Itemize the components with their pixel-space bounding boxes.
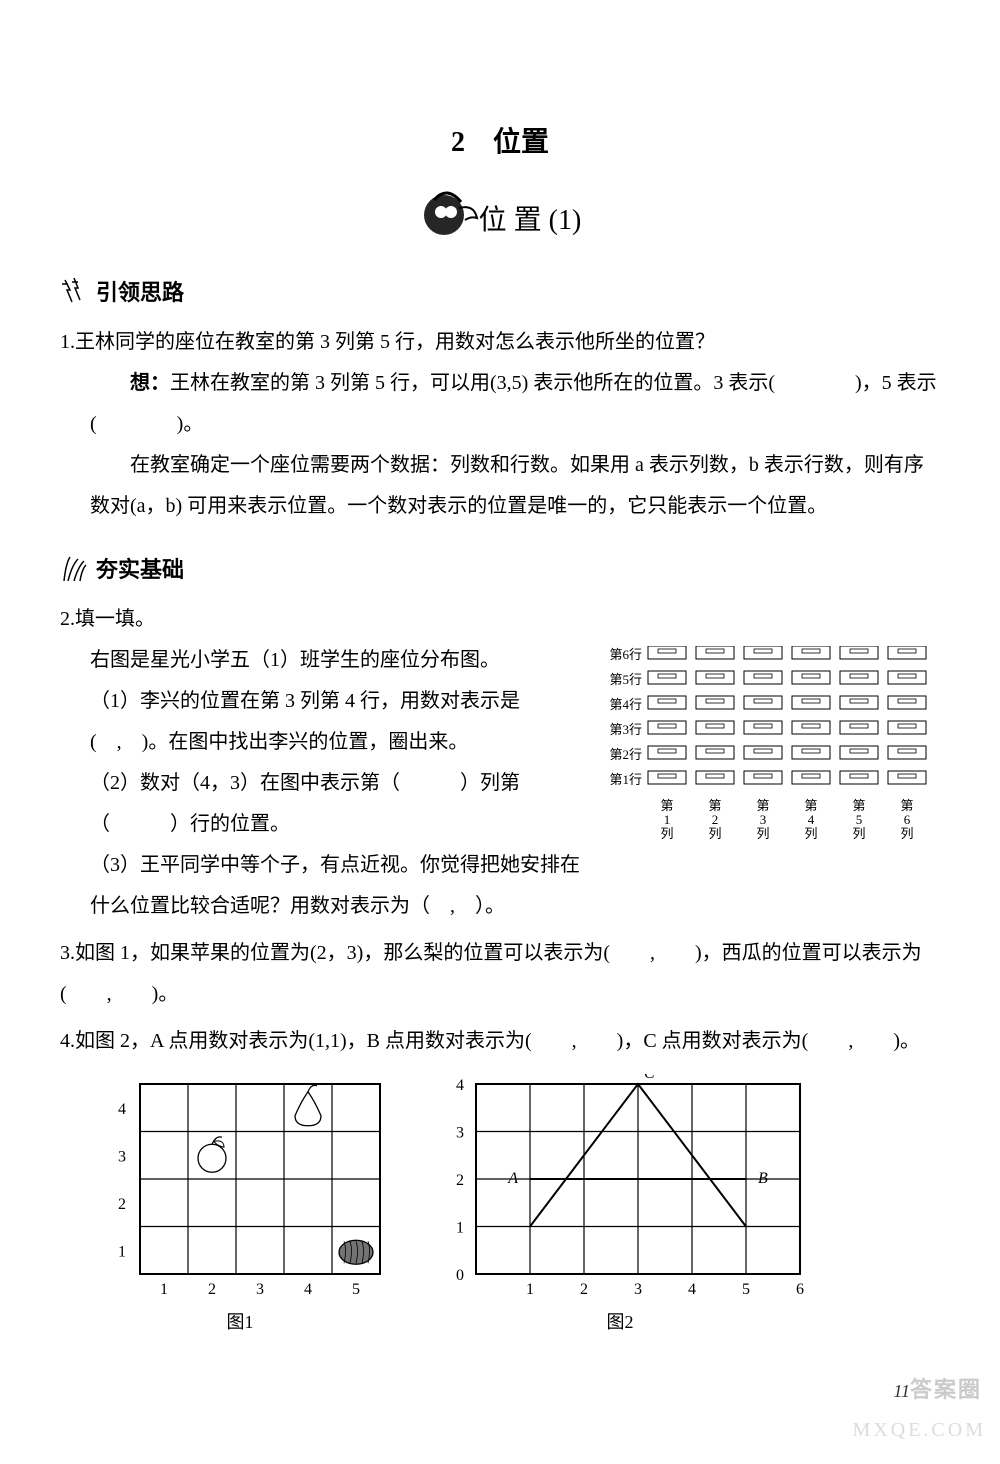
svg-text:1: 1 xyxy=(456,1220,464,1237)
svg-text:1: 1 xyxy=(160,1281,168,1298)
svg-text:3: 3 xyxy=(118,1148,126,1165)
q2-intro: 右图是星光小学五（1）班学生的座位分布图。 xyxy=(90,640,584,681)
svg-text:2: 2 xyxy=(456,1172,464,1189)
svg-text:4: 4 xyxy=(456,1077,464,1094)
q2-p3: （3）王平同学中等个子，有点近视。你觉得把她安排在什么位置比较合适呢？用数对表示… xyxy=(90,845,584,927)
watermark-1: 答案圈 xyxy=(910,1372,982,1404)
svg-text:2: 2 xyxy=(208,1281,216,1298)
figure-1: 1 2 3 4 5 1 2 3 4 图1 xyxy=(90,1074,390,1334)
svg-text:列: 列 xyxy=(708,826,721,841)
svg-text:6: 6 xyxy=(796,1281,804,1298)
svg-text:3: 3 xyxy=(256,1281,264,1298)
svg-text:1: 1 xyxy=(118,1243,126,1260)
q1-think-label: 想： xyxy=(130,372,170,394)
chapter-title: 2 位置 xyxy=(60,120,940,160)
svg-text:0: 0 xyxy=(456,1267,464,1284)
fig2-label: 图2 xyxy=(607,1308,634,1334)
page-number: 11 xyxy=(893,1381,910,1402)
q2-stem: 填一填。 xyxy=(75,608,155,630)
q1-stem: 王林同学的座位在教室的第 3 列第 5 行，用数对怎么表示他所坐的位置？ xyxy=(75,331,715,353)
svg-text:4: 4 xyxy=(688,1281,696,1298)
q3-text: 如图 1，如果苹果的位置为(2，3)，那么梨的位置可以表示为( , )，西瓜的位… xyxy=(60,942,922,1005)
svg-text:第: 第 xyxy=(852,798,865,813)
svg-text:1: 1 xyxy=(664,812,671,827)
svg-text:2: 2 xyxy=(580,1281,588,1298)
svg-text:5: 5 xyxy=(742,1281,750,1298)
q2-p2: （2）数对（4，3）在图中表示第（ ）列第（ ）行的位置。 xyxy=(90,763,584,845)
q1-think: 想：王林在教室的第 3 列第 5 行，可以用(3,5) 表示他所在的位置。3 表… xyxy=(90,363,940,445)
svg-text:列: 列 xyxy=(756,826,769,841)
svg-text:第1行: 第1行 xyxy=(609,772,642,787)
svg-text:第3行: 第3行 xyxy=(609,722,642,737)
seating-diagram: 第6行第5行第4行第3行第2行第1行第1列第2列第3列第4列第5列第6列 xyxy=(598,646,940,857)
svg-text:第: 第 xyxy=(708,798,721,813)
svg-text:第2行: 第2行 xyxy=(609,747,642,762)
svg-text:4: 4 xyxy=(808,812,815,827)
q1-think-text: 王林在教室的第 3 列第 5 行，可以用(3,5) 表示他所在的位置。3 表示(… xyxy=(90,372,937,435)
watermark-2: MXQE.COM xyxy=(853,1419,986,1442)
svg-text:第6行: 第6行 xyxy=(609,647,642,662)
svg-text:第: 第 xyxy=(900,798,913,813)
q2-num: 2. xyxy=(60,608,75,630)
svg-text:5: 5 xyxy=(856,812,863,827)
svg-text:2: 2 xyxy=(118,1196,126,1213)
section-heading-1: 引领思路 xyxy=(60,275,940,307)
svg-text:第: 第 xyxy=(756,798,769,813)
svg-text:4: 4 xyxy=(118,1101,126,1118)
figure-2: 1 2 3 4 5 6 0 1 2 3 4 A B C 图2 xyxy=(430,1074,810,1334)
q2-p1: （1）李兴的位置在第 3 列第 4 行，用数对表示是 ( , )。在图中找出李兴… xyxy=(90,681,584,763)
section1-title: 引领思路 xyxy=(96,275,184,307)
q4-num: 4. xyxy=(60,1030,75,1052)
banner-icon xyxy=(419,190,479,245)
svg-text:5: 5 xyxy=(352,1281,360,1298)
svg-text:3: 3 xyxy=(760,812,767,827)
section-heading-2: 夯实基础 xyxy=(60,552,940,584)
q1-num: 1. xyxy=(60,331,75,353)
svg-text:4: 4 xyxy=(304,1281,312,1298)
q1-explain: 在教室确定一个座位需要两个数据：列数和行数。如果用 a 表示列数，b 表示行数，… xyxy=(90,445,940,527)
svg-text:第5行: 第5行 xyxy=(609,672,642,687)
svg-text:列: 列 xyxy=(804,826,817,841)
svg-text:B: B xyxy=(758,1170,768,1187)
svg-text:2: 2 xyxy=(712,812,719,827)
question-1: 1.王林同学的座位在教室的第 3 列第 5 行，用数对怎么表示他所坐的位置？ 想… xyxy=(60,322,940,527)
q3-num: 3. xyxy=(60,942,75,964)
question-2: 2.填一填。 右图是星光小学五（1）班学生的座位分布图。 （1）李兴的位置在第 … xyxy=(60,599,940,927)
svg-text:3: 3 xyxy=(634,1281,642,1298)
question-4: 4.如图 2，A 点用数对表示为(1,1)，B 点用数对表示为( , )，C 点… xyxy=(60,1021,940,1062)
svg-text:A: A xyxy=(507,1170,518,1187)
svg-text:列: 列 xyxy=(852,826,865,841)
q4-text: 如图 2，A 点用数对表示为(1,1)，B 点用数对表示为( , )，C 点用数… xyxy=(75,1030,920,1052)
svg-text:3: 3 xyxy=(456,1125,464,1142)
bamboo-icon xyxy=(60,276,90,306)
svg-text:第4行: 第4行 xyxy=(609,697,642,712)
section2-title: 夯实基础 xyxy=(96,552,184,584)
svg-text:列: 列 xyxy=(900,826,913,841)
svg-text:6: 6 xyxy=(904,812,911,827)
grass-icon xyxy=(60,553,90,583)
svg-text:列: 列 xyxy=(660,826,673,841)
lesson-banner: 位 置 (1) xyxy=(60,190,940,245)
banner-text: 位 置 (1) xyxy=(479,198,582,238)
svg-text:1: 1 xyxy=(526,1281,534,1298)
svg-text:第: 第 xyxy=(660,798,673,813)
question-3: 3.如图 1，如果苹果的位置为(2，3)，那么梨的位置可以表示为( , )，西瓜… xyxy=(60,933,940,1015)
fig1-label: 图1 xyxy=(227,1308,254,1334)
svg-text:C: C xyxy=(644,1074,655,1082)
svg-text:第: 第 xyxy=(804,798,817,813)
